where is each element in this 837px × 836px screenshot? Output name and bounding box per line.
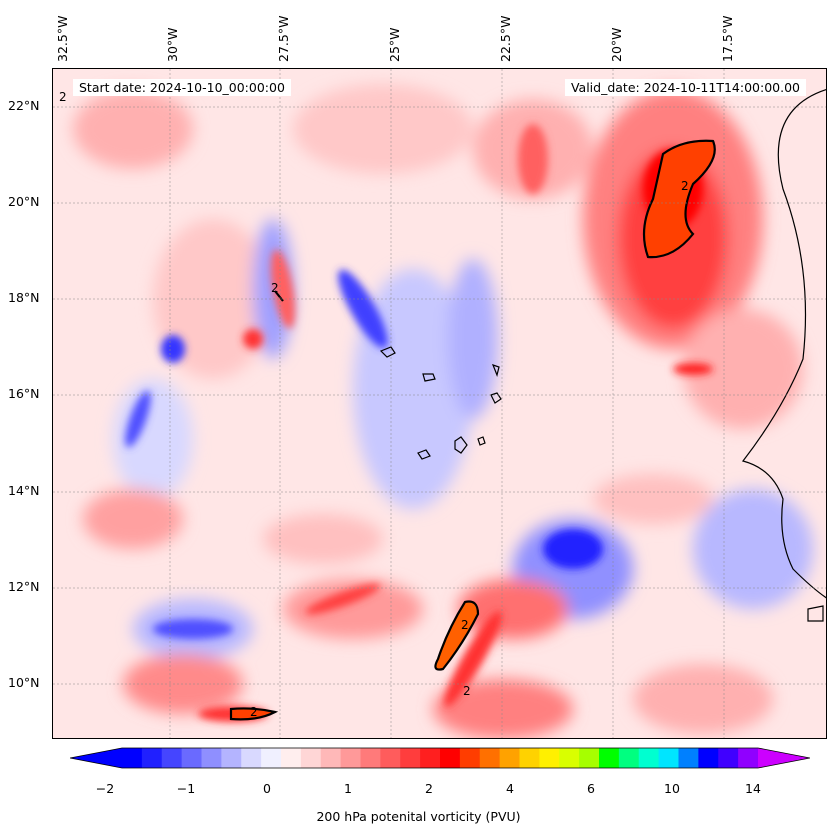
colorbar-tick-label: 10 (664, 781, 680, 796)
contour-label: 2 (250, 705, 258, 719)
contour-label: 2 (271, 281, 279, 295)
colorbar-tick-label: 1 (344, 781, 352, 796)
colorbar-tick-label: 14 (745, 781, 761, 796)
contour-label: 2 (461, 618, 469, 632)
lon-label: 20°W (609, 27, 624, 62)
colorbar-swatch (181, 748, 203, 768)
valid-date-banner: Valid_date: 2024-10-11T14:00:00.00 (564, 79, 806, 96)
colorbar-swatch (201, 748, 222, 768)
colorbar-tick-label: 6 (587, 781, 595, 796)
colorbar-outline (70, 747, 810, 769)
colorbar-title: 200 hPa potenital vorticity (PVU) (316, 809, 521, 824)
colorbar-swatch (141, 748, 163, 768)
lat-label: 12°N (8, 579, 40, 594)
colorbar-swatch (221, 748, 242, 768)
lat-label: 10°N (8, 675, 40, 690)
pv-blobs-broad (73, 84, 813, 738)
lon-label: 32.5°W (55, 15, 70, 62)
colorbar-swatch (420, 748, 441, 768)
contour-label: 2 (681, 179, 689, 193)
colorbar-swatch (281, 748, 302, 768)
colorbar-swatch (599, 748, 620, 768)
colorbar-swatch (440, 748, 461, 768)
lon-label: 30°W (165, 27, 180, 62)
lon-label: 25°W (387, 27, 402, 62)
colorbar-swatch (499, 748, 521, 768)
colorbar-tick-label: −1 (176, 781, 196, 796)
colorbar-swatch (638, 748, 660, 768)
colorbar-swatch (698, 748, 719, 768)
pv-field-map: 2 2 2 2 2 2 (53, 69, 826, 738)
colorbar-tick-label: 4 (506, 781, 514, 796)
lon-label: 17.5°W (720, 15, 735, 62)
colorbar-swatch (340, 748, 362, 768)
colorbar-swatch (678, 748, 699, 768)
colorbar-tick-label: 2 (425, 781, 433, 796)
colorbar (70, 747, 810, 769)
colorbar-swatch (519, 748, 540, 768)
start-date-banner: Start date: 2024-10-10_00:00:00 (73, 79, 291, 96)
lat-label: 18°N (8, 290, 40, 305)
pv-contour-2 (229, 139, 716, 721)
colorbar-tick-label: 0 (263, 781, 271, 796)
colorbar-swatch (579, 748, 600, 768)
contour-labels: 2 2 2 2 2 2 (59, 90, 689, 719)
graticule (53, 69, 826, 738)
lat-label: 14°N (8, 483, 40, 498)
lat-label: 16°N (8, 386, 40, 401)
colorbar-swatch (539, 748, 560, 768)
colorbar-swatch (479, 748, 501, 768)
lat-label: 20°N (8, 194, 40, 209)
colorbar-swatch (618, 748, 640, 768)
colorbar-swatch (658, 748, 680, 768)
colorbar-swatch (122, 748, 143, 768)
lat-label: 22°N (8, 98, 40, 113)
contour-label: 2 (463, 684, 471, 698)
colorbar-tick-label: −2 (95, 781, 115, 796)
colorbar-swatch (161, 748, 183, 768)
colorbar-swatch (738, 748, 759, 768)
colorbar-swatch (241, 748, 262, 768)
colorbar-swatch (559, 748, 580, 768)
colorbar-swatch (380, 748, 401, 768)
coastline (379, 89, 826, 622)
colorbar-swatch (320, 748, 342, 768)
map-panel: 2 2 2 2 2 2 Start date: 2024-10-10_00:00… (52, 68, 827, 739)
colorbar-over-arrow (758, 748, 810, 768)
lon-label: 27.5°W (276, 15, 291, 62)
colorbar-swatch (360, 748, 381, 768)
colorbar-swatch (400, 748, 421, 768)
lon-label: 22.5°W (498, 15, 513, 62)
colorbar-swatch (300, 748, 322, 768)
colorbar-under-arrow (70, 748, 122, 768)
colorbar-swatch (459, 748, 481, 768)
colorbar-swatch (718, 748, 739, 768)
colorbar-swatch (261, 748, 282, 768)
contour-label: 2 (59, 90, 67, 104)
